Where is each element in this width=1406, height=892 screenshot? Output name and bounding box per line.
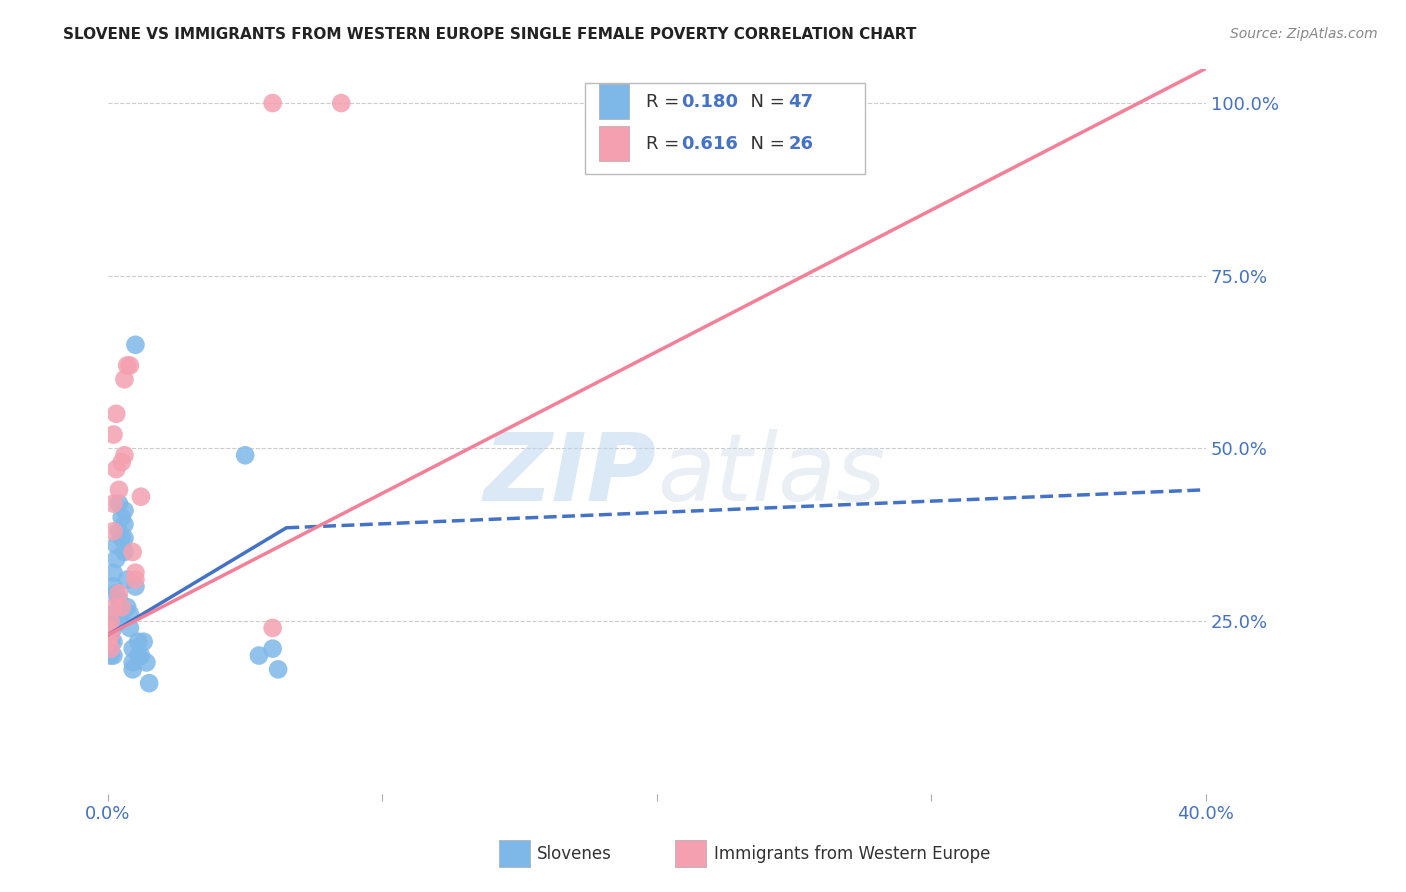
Point [100, 621, 122, 635]
Point [108, 497, 131, 511]
Point [135, 656, 157, 670]
Point [103, 607, 125, 621]
Point [105, 538, 128, 552]
Point [124, 566, 146, 580]
Point [111, 607, 134, 621]
Point [97, 621, 120, 635]
Point [100, 641, 122, 656]
Text: 26: 26 [789, 135, 814, 153]
Point [115, 600, 138, 615]
Point [127, 634, 149, 648]
Point [108, 524, 131, 539]
Point [124, 338, 146, 352]
Point [262, 96, 284, 111]
Point [132, 634, 155, 648]
Point [105, 552, 128, 566]
Text: R =: R = [645, 135, 685, 153]
Point [100, 641, 122, 656]
Text: Slovenes: Slovenes [537, 845, 612, 863]
Text: SLOVENE VS IMMIGRANTS FROM WESTERN EUROPE SINGLE FEMALE POVERTY CORRELATION CHAR: SLOVENE VS IMMIGRANTS FROM WESTERN EUROP… [63, 27, 917, 42]
Text: 0.180: 0.180 [681, 93, 738, 111]
Point [103, 524, 125, 539]
Point [108, 593, 131, 607]
Point [111, 510, 134, 524]
Point [118, 621, 141, 635]
Point [97, 634, 120, 648]
Point [111, 455, 134, 469]
Point [105, 586, 128, 600]
Point [330, 96, 353, 111]
Point [124, 573, 146, 587]
Text: Immigrants from Western Europe: Immigrants from Western Europe [714, 845, 991, 863]
Point [100, 614, 122, 628]
Point [114, 517, 136, 532]
Text: 0.616: 0.616 [681, 135, 738, 153]
Point [111, 600, 134, 615]
Point [124, 579, 146, 593]
Point [103, 600, 125, 615]
Point [129, 490, 152, 504]
Point [115, 359, 138, 373]
Text: ZIP: ZIP [484, 429, 657, 521]
Point [105, 462, 128, 476]
Bar [599, 85, 630, 120]
Point [103, 427, 125, 442]
Point [262, 621, 284, 635]
Point [100, 634, 122, 648]
Text: 47: 47 [789, 93, 814, 111]
Point [121, 545, 143, 559]
Point [127, 648, 149, 663]
Point [97, 634, 120, 648]
Point [138, 676, 160, 690]
Point [118, 607, 141, 621]
Point [108, 483, 131, 497]
Point [97, 614, 120, 628]
Point [114, 531, 136, 545]
Text: R =: R = [645, 93, 685, 111]
Point [108, 586, 131, 600]
Point [103, 648, 125, 663]
Point [103, 579, 125, 593]
Point [105, 407, 128, 421]
Point [103, 621, 125, 635]
Text: atlas: atlas [657, 429, 884, 520]
Point [100, 628, 122, 642]
Point [100, 628, 122, 642]
Point [247, 648, 270, 663]
Point [103, 566, 125, 580]
Point [108, 614, 131, 628]
Text: Source: ZipAtlas.com: Source: ZipAtlas.com [1230, 27, 1378, 41]
Point [111, 531, 134, 545]
Point [114, 448, 136, 462]
Point [121, 641, 143, 656]
Point [129, 648, 152, 663]
Point [114, 503, 136, 517]
Point [100, 648, 122, 663]
Point [121, 662, 143, 676]
Point [103, 634, 125, 648]
Point [262, 641, 284, 656]
Text: N =: N = [740, 135, 790, 153]
Point [100, 634, 122, 648]
Bar [599, 126, 630, 161]
Point [103, 497, 125, 511]
Point [118, 359, 141, 373]
Point [233, 448, 256, 462]
Point [114, 372, 136, 386]
Point [115, 573, 138, 587]
Point [121, 656, 143, 670]
Bar [585, 83, 865, 174]
Point [114, 545, 136, 559]
Text: N =: N = [740, 93, 790, 111]
Point [267, 662, 290, 676]
